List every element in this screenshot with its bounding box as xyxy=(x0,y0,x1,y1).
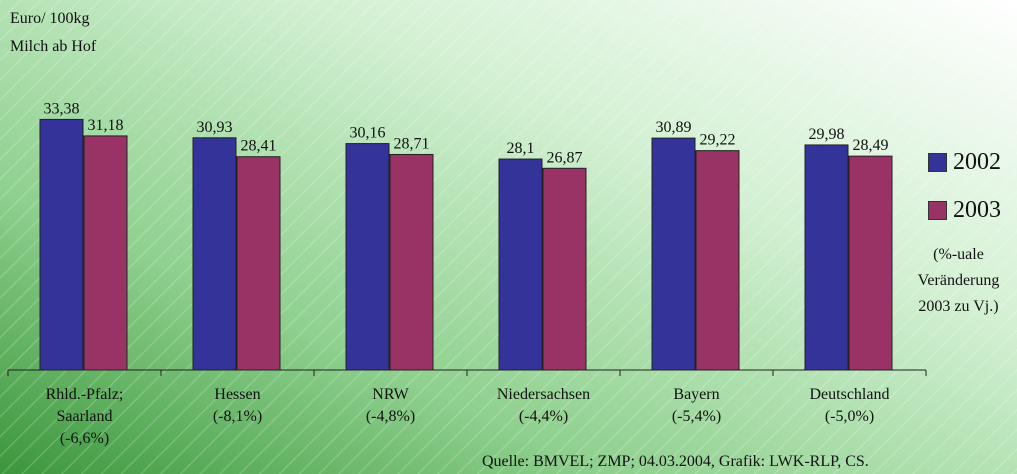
data-label-2002-3: 28,1 xyxy=(507,140,535,157)
data-label-2003-3: 26,87 xyxy=(547,149,583,166)
category-label-0-line-1: Saarland xyxy=(56,408,113,425)
legend-swatch-2003 xyxy=(928,201,947,220)
data-label-2003-2: 28,71 xyxy=(394,135,430,152)
change-note: (%-uale Veränderung 2003 zu Vj.) xyxy=(900,242,1017,320)
data-label-2003-4: 29,22 xyxy=(700,132,736,149)
category-label-4-line-1: (-5,4%) xyxy=(671,408,722,425)
category-label-5: Deutschland (-5,0%) xyxy=(775,384,925,428)
legend-label-2003: 2003 xyxy=(953,197,1001,223)
data-label-2002-2: 30,16 xyxy=(350,125,386,142)
category-label-2-line-1: (-4,8%) xyxy=(365,408,416,425)
bar-2003-4 xyxy=(695,150,740,371)
category-label-1: Hessen (-8,1%) xyxy=(163,384,313,428)
y-axis-label-line-1: Euro/ 100kg xyxy=(10,10,90,27)
bars-layer: 33,38 31,18 30,93 28,41 30,16 28,71 28,1 26,87 3… xyxy=(39,100,893,371)
category-label-5-line-0: Deutschland xyxy=(809,386,890,403)
bar-2003-0 xyxy=(83,135,128,371)
change-note-line-1: (%-uale xyxy=(933,246,984,263)
bar-2003-2 xyxy=(389,153,434,371)
bar-2003-1 xyxy=(236,156,281,371)
bar-2002-5 xyxy=(804,144,849,371)
category-label-4-line-0: Bayern xyxy=(673,386,720,403)
y-axis-label-line-2: Milch ab Hof xyxy=(10,38,97,55)
bar-2003-5 xyxy=(848,155,893,371)
category-label-5-line-1: (-5,0%) xyxy=(824,408,875,425)
bar-2003-3 xyxy=(542,167,587,371)
data-label-2002-1: 30,93 xyxy=(197,119,233,136)
legend-swatch-2002 xyxy=(928,153,947,172)
data-label-2002-4: 30,89 xyxy=(656,119,692,136)
data-label-2003-5: 28,49 xyxy=(853,137,889,154)
data-label-2003-1: 28,41 xyxy=(241,138,277,155)
change-note-line-2: Veränderung xyxy=(917,272,1000,289)
data-label-2003-0: 31,18 xyxy=(88,117,124,134)
category-label-1-line-1: (-8,1%) xyxy=(212,408,263,425)
category-label-1-line-0: Hessen xyxy=(214,386,261,403)
legend-label-2002: 2002 xyxy=(953,149,1001,175)
bar-2002-4 xyxy=(651,137,696,371)
x-axis xyxy=(7,369,927,376)
change-note-line-3: 2003 zu Vj.) xyxy=(918,298,999,315)
bar-2002-2 xyxy=(345,143,390,371)
bar-2002-0 xyxy=(39,118,84,371)
category-label-4: Bayern (-5,4%) xyxy=(622,384,772,428)
data-label-2002-0: 33,38 xyxy=(44,100,80,117)
category-label-3: Niedersachsen (-4,4%) xyxy=(469,384,619,428)
category-label-0-line-2: (-6,6%) xyxy=(59,430,110,447)
bar-2002-1 xyxy=(192,137,237,371)
category-label-3-line-0: Niedersachsen xyxy=(496,386,591,403)
category-label-0: Rhld.-Pfalz; Saarland (-6,6%) xyxy=(10,384,160,450)
category-label-0-line-0: Rhld.-Pfalz; xyxy=(45,386,124,403)
data-label-2002-5: 29,98 xyxy=(809,126,845,143)
category-label-3-line-1: (-4,4%) xyxy=(518,408,569,425)
category-label-2-line-0: NRW xyxy=(372,386,409,403)
source-note: Quelle: BMVEL; ZMP; 04.03.2004, Grafik: … xyxy=(482,453,869,470)
category-label-2: NRW (-4,8%) xyxy=(316,384,466,428)
bar-2002-3 xyxy=(498,158,543,371)
